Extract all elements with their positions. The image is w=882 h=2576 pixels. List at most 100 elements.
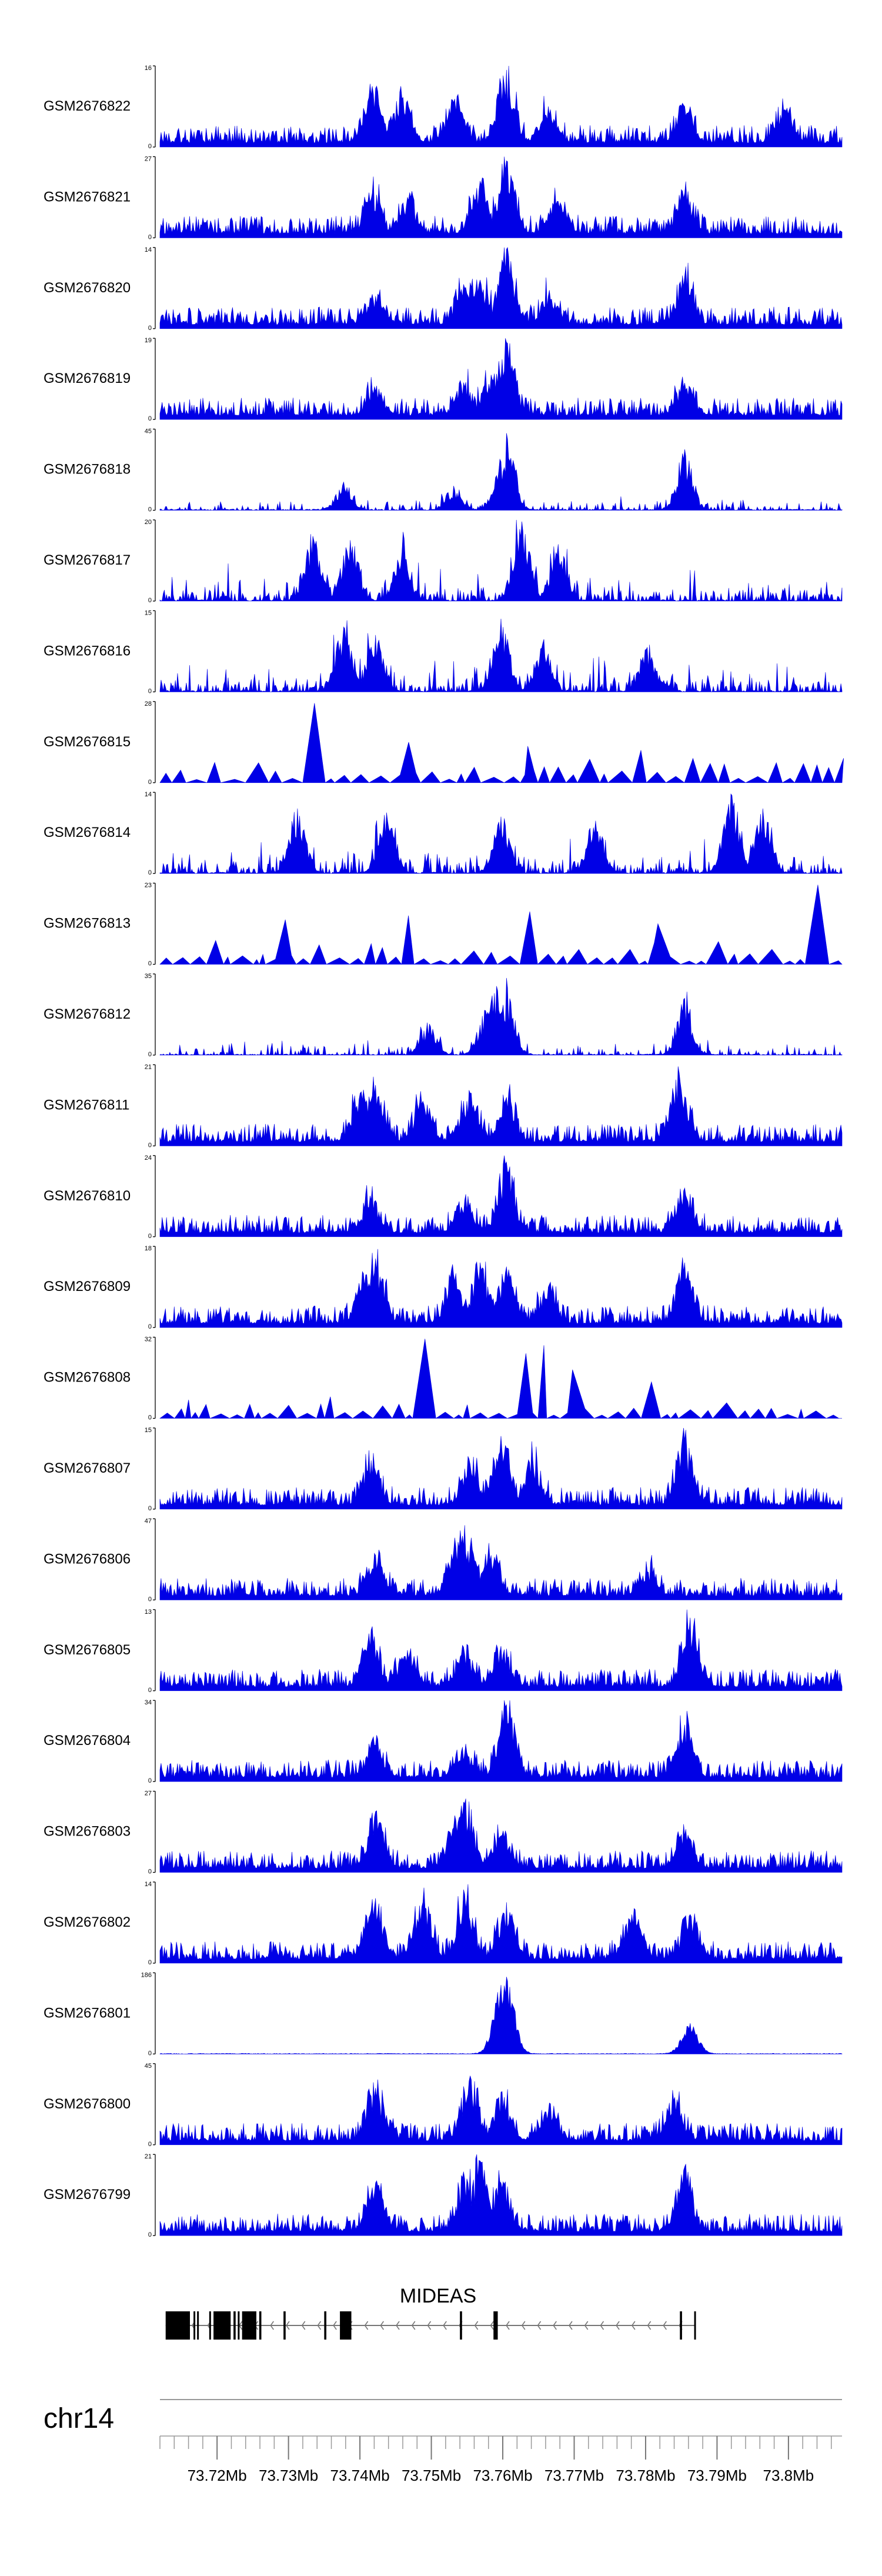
gene-model-track: MIDEAS [165, 2285, 696, 2340]
coverage-area [159, 1977, 843, 2054]
track-GSM2676806: GSM2676806 47 0 [44, 1517, 843, 1603]
strand-arrow [569, 2321, 573, 2330]
track-ymin-label: 0 [148, 1051, 152, 1058]
axis-tick-label: 73.79Mb [687, 2467, 747, 2484]
track-ymin-label: 0 [148, 1142, 152, 1149]
track-GSM2676807: GSM2676807 15 0 [44, 1427, 843, 1512]
gene-exon [233, 2311, 236, 2340]
track-ymax-label: 20 [145, 519, 152, 526]
gene-exon [694, 2311, 696, 2340]
track-ymin-label: 0 [148, 1233, 152, 1240]
strand-arrow [286, 2321, 290, 2330]
track-label: GSM2676817 [44, 552, 131, 568]
track-ymax-label: 15 [145, 1427, 152, 1434]
track-ymin-label: 0 [148, 1687, 152, 1694]
track-ymin-label: 0 [148, 1777, 152, 1784]
track-label: GSM2676815 [44, 734, 131, 750]
gene-exon [324, 2311, 327, 2340]
track-ymax-label: 14 [145, 246, 152, 253]
track-ymin-label: 0 [148, 1505, 152, 1512]
track-GSM2676816: GSM2676816 15 0 [44, 609, 843, 695]
coverage-area [159, 156, 843, 238]
track-ymax-label: 45 [145, 2063, 152, 2070]
track-label: GSM2676804 [44, 1733, 131, 1749]
strand-arrow [663, 2321, 667, 2330]
track-ymax-label: 23 [145, 882, 152, 889]
track-label: GSM2676808 [44, 1370, 131, 1386]
coverage-area [159, 1249, 843, 1328]
coverage-area [159, 1525, 843, 1600]
axis-tick-label: 73.78Mb [616, 2467, 675, 2484]
track-label: GSM2676811 [44, 1097, 129, 1113]
coverage-area [159, 1700, 843, 1782]
coverage-area [159, 1427, 843, 1510]
track-label: GSM2676803 [44, 1824, 131, 1840]
gene-exon [165, 2311, 191, 2340]
chromosome-label: chr14 [44, 2403, 114, 2434]
track-ymin-label: 0 [148, 960, 152, 967]
track-ymax-label: 15 [145, 609, 152, 616]
axis-tick-label: 73.75Mb [402, 2467, 461, 2484]
strand-arrow [333, 2321, 337, 2330]
coverage-area [159, 2076, 843, 2145]
axis-tick-label: 73.77Mb [544, 2467, 604, 2484]
track-GSM2676805: GSM2676805 13 0 [44, 1609, 843, 1694]
strand-arrow [584, 2321, 589, 2330]
gene-exon [340, 2311, 352, 2340]
strand-arrow [521, 2321, 526, 2330]
track-ymax-label: 24 [145, 1154, 152, 1162]
track-ymax-label: 32 [145, 1336, 152, 1343]
gene-name-label: MIDEAS [400, 2285, 476, 2307]
track-ymax-label: 47 [145, 1517, 152, 1524]
coverage-area [159, 2154, 843, 2236]
strand-arrow [411, 2321, 416, 2330]
track-label: GSM2676814 [44, 825, 131, 840]
track-GSM2676809: GSM2676809 18 0 [44, 1245, 843, 1330]
coverage-area [159, 977, 843, 1056]
track-label: GSM2676819 [44, 371, 131, 386]
track-GSM2676818: GSM2676818 45 0 [44, 428, 843, 513]
track-label: GSM2676806 [44, 1551, 131, 1567]
track-ymin-label: 0 [148, 688, 152, 695]
coverage-area [159, 1798, 843, 1873]
track-ymin-label: 0 [148, 325, 152, 332]
track-ymax-label: 16 [145, 65, 152, 72]
track-GSM2676803: GSM2676803 27 0 [44, 1790, 843, 1876]
coverage-area [159, 1884, 843, 1964]
coverage-area [159, 885, 843, 965]
axis-tick-label: 73.76Mb [473, 2467, 532, 2484]
track-ymax-label: 45 [145, 428, 152, 435]
track-label: GSM2676801 [44, 2005, 131, 2021]
track-label: GSM2676807 [44, 1460, 131, 1476]
coverage-area [159, 65, 843, 148]
track-label: GSM2676818 [44, 462, 131, 478]
track-ymax-label: 27 [145, 155, 152, 162]
track-label: GSM2676809 [44, 1279, 131, 1294]
track-ymax-label: 21 [145, 1063, 152, 1070]
coverage-area [159, 246, 843, 329]
gene-exon [193, 2311, 196, 2340]
strand-arrow [474, 2321, 479, 2330]
track-ymin-label: 0 [148, 415, 152, 422]
track-ymin-label: 0 [148, 2231, 152, 2238]
track-ymin-label: 0 [148, 2050, 152, 2057]
track-label: GSM2676812 [44, 1006, 131, 1022]
track-ymin-label: 0 [148, 1868, 152, 1876]
gene-exon [242, 2311, 256, 2340]
track-label: GSM2676820 [44, 280, 131, 296]
track-label: GSM2676799 [44, 2187, 131, 2203]
track-label: GSM2676816 [44, 643, 131, 659]
track-ymin-label: 0 [148, 1414, 152, 1422]
track-ymax-label: 14 [145, 791, 152, 798]
gene-exon [283, 2311, 286, 2340]
track-ymax-label: 35 [145, 973, 152, 980]
track-ymin-label: 0 [148, 1323, 152, 1330]
track-label: GSM2676822 [44, 98, 131, 114]
gene-exon [209, 2311, 211, 2340]
track-label: GSM2676802 [44, 1914, 131, 1930]
track-ymin-label: 0 [148, 869, 152, 876]
track-ymax-label: 28 [145, 700, 152, 708]
coverage-area [159, 1066, 843, 1146]
track-GSM2676802: GSM2676802 14 0 [44, 1881, 843, 1966]
track-GSM2676821: GSM2676821 27 0 [44, 155, 843, 241]
